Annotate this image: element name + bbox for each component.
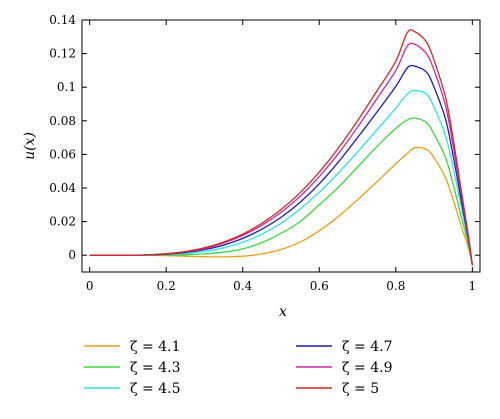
legend: ζ = 4.1 ζ = 4.3 ζ = 4.5 ζ = 4.7 ζ = 4.9 ζ = 5 <box>84 339 392 397</box>
y-tick-label: 0.04 <box>49 181 76 195</box>
x-tick-label: 0.2 <box>157 279 176 293</box>
x-axis-label: x <box>279 304 287 320</box>
x-tick-label: 0.4 <box>233 279 252 293</box>
legend-label: ζ = 4.1 <box>130 339 180 355</box>
y-tick-label: 0.12 <box>49 47 76 61</box>
x-tick-label: 0 <box>86 279 94 293</box>
series-line-5 <box>89 42 473 266</box>
series-line-6 <box>89 29 473 266</box>
x-tick-label: 0.6 <box>310 279 329 293</box>
y-tick-label: 0.14 <box>49 13 76 27</box>
y-tick-label: 0.08 <box>49 114 76 128</box>
plot-frame <box>81 19 481 273</box>
legend-label: ζ = 4.5 <box>130 381 180 397</box>
y-tick-label: 0.06 <box>49 147 76 161</box>
series-line-3 <box>89 89 473 266</box>
x-tick-label: 0.8 <box>386 279 405 293</box>
y-axis: 0 0.02 0.04 0.06 0.08 0.1 0.12 0.14 <box>49 13 480 262</box>
y-axis-label: u(x) <box>22 132 38 160</box>
legend-label: ζ = 4.9 <box>342 360 392 376</box>
series-line-4 <box>89 64 473 266</box>
series-line-1 <box>89 146 473 266</box>
legend-label: ζ = 4.3 <box>130 360 180 376</box>
y-tick-label: 0.1 <box>57 80 76 94</box>
series-lines <box>89 29 473 266</box>
legend-label: ζ = 4.7 <box>342 339 392 355</box>
y-tick-label: 0 <box>68 248 76 262</box>
legend-label: ζ = 5 <box>342 381 379 397</box>
series-line-2 <box>89 117 473 266</box>
x-axis: 0 0.2 0.4 0.6 0.8 1 <box>86 20 476 293</box>
y-tick-label: 0.02 <box>49 215 76 229</box>
x-tick-label: 1 <box>469 279 477 293</box>
